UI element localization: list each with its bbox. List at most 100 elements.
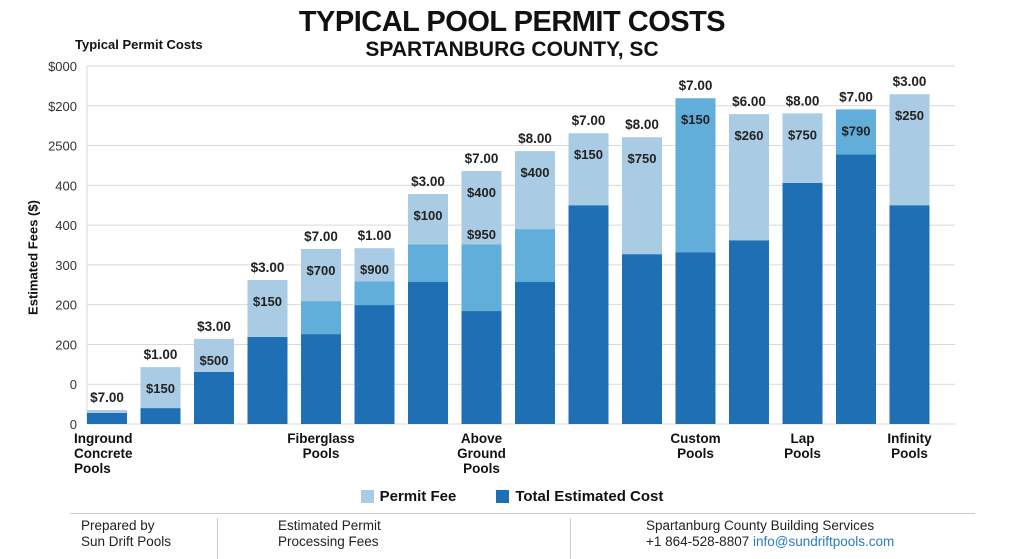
bar-segment-label: $950 [467,227,496,242]
y-tick-label: 200 [55,337,77,352]
bar-total-label: $8.00 [786,93,820,108]
footer-separator [217,518,218,559]
y-tick-label: 300 [55,258,77,273]
bar-segment-label: $260 [735,128,764,143]
prepared-by-name: Sun Drift Pools [81,534,172,549]
bar-segment-permit-fee [461,171,502,245]
bar-segment-label: $100 [414,208,443,223]
chart-subtitle: SPARTANBURG COUNTY, SC [365,38,659,61]
footer-prepared: Prepared by Sun Drift Pools [81,518,171,550]
bar-segment-label: $900 [360,262,389,277]
bar-segment-total-cost [194,371,234,424]
bar-segment-label: $500 [200,353,229,368]
x-category-label: Lap [790,431,814,446]
legend-item-total-cost: Total Estimated Cost [496,488,663,505]
bar-segment-total-cost [836,154,876,424]
y-tick-label: $000 [48,59,77,74]
bar-segment-label: $150 [253,294,282,309]
x-category-label: Pools [784,446,821,461]
bar-segment-total-cost [140,408,181,424]
bar-total-label: $3.00 [893,74,927,89]
bar-segment-permit-fee [568,133,609,206]
y-tick-label: 0 [70,377,77,392]
bar-segment-total-cost [408,281,448,424]
bar-segment-mid [301,301,341,335]
description-line-1: Estimated Permit [278,518,381,533]
bar-segment-label: $150 [574,147,603,162]
bar-segment-permit-fee [140,367,181,409]
bar-segment-mid [408,244,448,282]
bar-segment-label: $250 [895,108,924,123]
x-category-label: Pools [74,461,111,476]
legend: Permit Fee Total Estimated Cost [0,488,1024,505]
bar-total-label: $1.00 [144,347,178,362]
bar-segment-permit-fee [354,248,395,282]
bar-segment-permit-fee [301,248,341,302]
bar-total-label: $7.00 [572,113,606,128]
legend-label: Permit Fee [379,488,457,505]
bar-segment-mid [461,244,502,312]
legend-swatch-permit-fee [360,490,374,503]
bar-segment-total-cost [515,281,555,424]
bar-segment-permit-fee [87,410,127,413]
bar-segment-mid [515,229,555,282]
bar-segment-permit-fee [515,151,555,230]
bar-segment-total-cost [889,205,930,424]
y-tick-label: 400 [55,218,77,233]
x-category-label: Pools [677,446,714,461]
bar-segment-total-cost [354,305,395,424]
bar-total-label: $1.00 [358,228,392,243]
y-tick-label: 400 [55,178,77,193]
bar-segment-permit-fee [889,94,930,206]
footer-description: Estimated Permit Processing Fees [278,518,381,550]
bar-total-label: $8.00 [625,117,659,132]
description-line-2: Processing Fees [278,534,379,549]
bar-segment-total-cost [247,336,288,424]
chart-title: TYPICAL POOL PERMIT COSTS [298,6,726,38]
email-link[interactable]: info@sundriftpools.com [752,534,895,549]
x-category-label: Custom [670,431,720,446]
bar-total-label: $7.00 [304,229,338,244]
bar-segment-label: $400 [521,165,550,180]
bar-segment-total-cost [87,412,127,424]
bar-segment-label: $700 [307,263,336,278]
phone-number: +1 864-528-8807 [646,534,750,549]
legend-swatch-total-cost [496,490,510,503]
bar-segment-permit-fee [782,113,823,183]
bar-total-label: $7.00 [90,390,124,405]
x-category-label: Fiberglass [287,431,355,446]
legend-item-permit-fee: Permit Fee [360,488,457,505]
bar-total-label: $3.00 [197,319,231,334]
bar-segment-label: $400 [467,185,496,200]
bar-segment-label: $790 [842,123,871,138]
bar-segment-mid [675,98,716,253]
bar-total-label: $8.00 [518,131,552,146]
y-tick-label: 200 [55,298,77,313]
footer-separator [570,518,571,559]
bar-total-label: $3.00 [251,260,285,275]
bar-segment-total-cost [729,240,769,424]
x-category-label: Pools [463,461,500,476]
bar-segment-label: $150 [146,381,175,396]
bar-segment-total-cost [301,334,341,424]
bar-total-label: $3.00 [411,174,445,189]
x-category-label: Infinity [887,431,932,446]
bar-total-label: $7.00 [839,89,873,104]
footer-contact: Spartanburg County Building Services +1 … [646,518,894,550]
bar-segment-permit-fee [622,137,662,255]
bar-segment-label: $750 [788,127,817,142]
x-category-label: Pools [891,446,928,461]
bar-total-label: $6.00 [732,94,766,109]
bar-total-label: $7.00 [465,151,499,166]
bar-segment-permit-fee [194,338,234,372]
bar-segment-permit-fee [729,114,769,241]
organization-name: Spartanburg County Building Services [646,518,875,533]
bar-segment-total-cost [622,254,662,424]
bar-segment-mid [836,109,876,155]
bar-segment-total-cost [461,311,502,424]
bar-segment-total-cost [782,182,823,424]
bar-segment-label: $150 [681,112,710,127]
x-category-label: Above [461,431,503,446]
x-category-label: Pools [303,446,340,461]
